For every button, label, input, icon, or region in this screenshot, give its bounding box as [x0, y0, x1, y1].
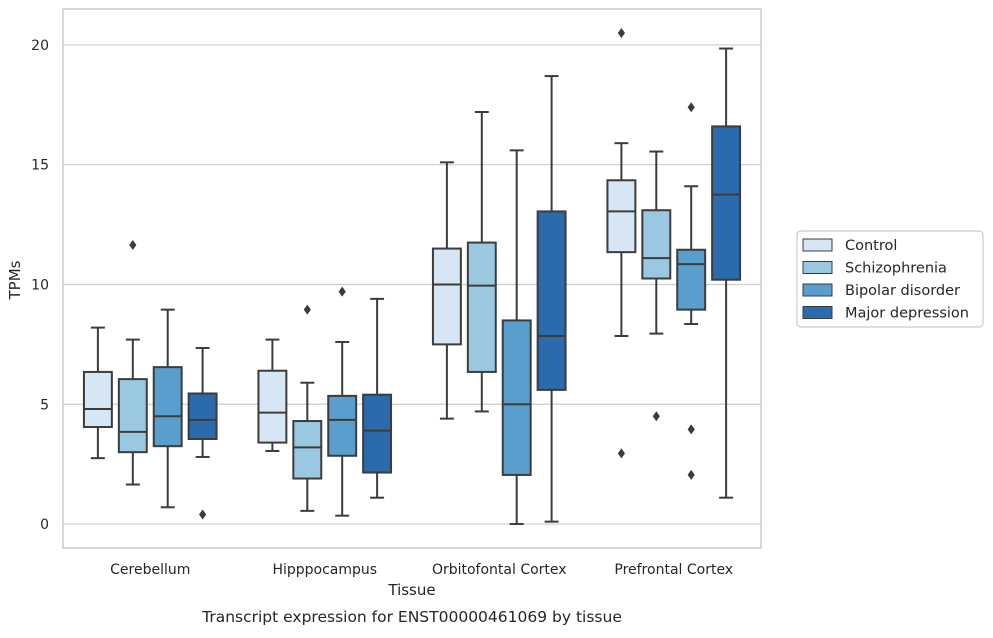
x-tick-label: Hipppocampus	[272, 562, 377, 578]
box-iqr	[257, 369, 288, 444]
box-control	[606, 27, 637, 459]
legend-swatch	[802, 283, 833, 297]
x-tick-label: Prefrontal Cortex	[614, 562, 733, 578]
box-major-depression	[536, 75, 567, 523]
x-tick-label: Cerebellum	[110, 562, 190, 578]
outlier-point	[687, 424, 695, 435]
y-tick-label: 15	[31, 158, 49, 174]
y-axis-ticks: 0 5 10 15 20	[31, 38, 49, 533]
legend-label: Control	[845, 238, 897, 254]
box-bipolar-disorder	[676, 102, 707, 480]
box-control	[82, 326, 113, 460]
box-major-depression	[362, 297, 393, 499]
box-schizophrenia	[466, 111, 497, 413]
box-major-depression	[187, 346, 218, 520]
legend-swatch	[802, 261, 833, 274]
box-major-depression	[711, 47, 742, 499]
plot-area-frame	[62, 8, 762, 549]
box-iqr	[187, 392, 218, 441]
outlier-point	[687, 469, 695, 480]
box-bipolar-disorder	[327, 286, 358, 517]
box-control	[431, 161, 462, 420]
box-series	[82, 27, 742, 526]
box-iqr	[676, 248, 707, 311]
y-axis-label: TPMs	[6, 260, 24, 300]
box-schizophrenia	[292, 304, 323, 512]
legend-label: Bipolar disorder	[845, 283, 960, 299]
y-tick-label: 10	[31, 277, 49, 293]
box-iqr	[117, 378, 148, 454]
box-iqr	[501, 319, 532, 476]
x-tick-label: Orbitofontal Cortex	[432, 562, 567, 578]
x-axis-label: Tissue	[387, 581, 435, 599]
box-iqr	[466, 241, 497, 373]
box-iqr	[606, 179, 637, 254]
outlier-point	[617, 448, 625, 459]
outlier-point	[199, 509, 207, 520]
y-tick-label: 5	[40, 397, 49, 413]
chart-caption: Transcript expression for ENST0000046106…	[201, 608, 622, 626]
box-bipolar-disorder	[501, 149, 532, 526]
legend-swatch	[802, 306, 833, 319]
box-iqr	[327, 394, 358, 457]
box-iqr	[152, 366, 183, 448]
legend-label: Major depression	[845, 306, 969, 322]
box-iqr	[431, 247, 462, 346]
outlier-point	[617, 27, 625, 38]
box-iqr	[82, 370, 113, 429]
legend: Control Schizophrenia Bipolar disorder Majo…	[796, 230, 984, 328]
outlier-point	[652, 411, 660, 422]
outlier-point	[338, 286, 346, 297]
legend-label: Schizophrenia	[845, 261, 947, 277]
box-bipolar-disorder	[152, 308, 183, 509]
box-iqr	[711, 125, 742, 281]
box-iqr	[641, 209, 672, 280]
box-schizophrenia	[641, 150, 672, 422]
legend-swatch	[802, 238, 833, 252]
x-axis-ticks: Cerebellum Hipppocampus Orbitofontal Corte…	[110, 562, 733, 578]
box-control	[257, 338, 288, 452]
box-iqr	[362, 393, 393, 474]
outlier-point	[303, 304, 311, 315]
outlier-point	[687, 102, 695, 113]
y-tick-label: 20	[31, 38, 49, 54]
box-iqr	[292, 420, 323, 480]
y-tick-label: 0	[40, 517, 49, 533]
legend-frame	[796, 230, 984, 328]
outlier-point	[129, 239, 137, 250]
box-iqr	[536, 210, 567, 391]
box-schizophrenia	[117, 239, 148, 486]
